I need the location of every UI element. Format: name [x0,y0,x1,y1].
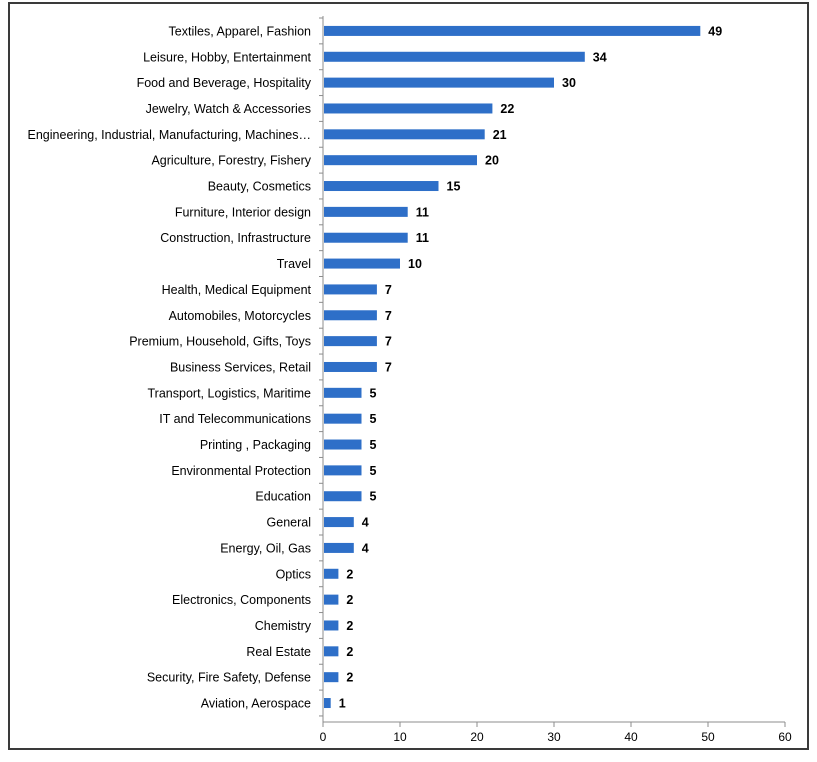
category-label: Electronics, Components [172,593,311,607]
category-label: Security, Fire Safety, Defense [147,671,311,685]
data-label: 34 [593,50,607,64]
bar [324,542,354,553]
data-label: 30 [562,76,576,90]
labels: 0 10 20 30 40 50 60 Textiles, Apparel, Fashion 4… [28,24,792,744]
bar [324,155,477,166]
data-label: 5 [370,412,377,426]
data-label: 2 [346,567,353,581]
category-label: Business Services, Retail [170,360,311,374]
bar [324,517,354,528]
data-label: 11 [416,205,429,219]
bar [324,465,362,476]
category-label: Furniture, Interior design [175,205,311,219]
category-label: Transport, Logistics, Maritime [148,386,312,400]
category-label: Food and Beverage, Hospitality [137,76,312,90]
x-tick-label: 60 [778,730,792,744]
category-label: Textiles, Apparel, Fashion [169,24,311,38]
data-label: 5 [370,438,377,452]
data-label: 21 [493,128,507,142]
x-tick-label: 20 [470,730,484,744]
bar [324,698,331,709]
category-label: Automobiles, Motorcycles [169,309,311,323]
bar [324,491,362,502]
bars [324,25,701,709]
category-label: Construction, Infrastructure [160,231,311,245]
chart-frame: 0 10 20 30 40 50 60 Textiles, Apparel, Fashion 4… [8,2,809,750]
x-tick-label: 0 [320,730,327,744]
bar [324,672,339,683]
bar [324,258,400,269]
data-label: 7 [385,360,392,374]
category-label: Leisure, Hobby, Entertainment [143,50,311,64]
bar [324,77,554,88]
x-tick-label: 30 [547,730,561,744]
bar [324,387,362,398]
data-label: 7 [385,283,392,297]
data-label: 7 [385,335,392,349]
data-label: 20 [485,154,499,168]
bar [324,232,408,243]
category-label: Jewelry, Watch & Accessories [146,102,311,116]
x-tick-label: 10 [393,730,407,744]
category-label: Premium, Household, Gifts, Toys [129,335,311,349]
category-label: Energy, Oil, Gas [220,541,311,555]
bar [324,25,701,36]
category-label: Environmental Protection [171,464,311,478]
category-label: General [267,516,311,530]
bar [324,413,362,424]
bar [324,439,362,450]
data-label: 4 [362,541,369,555]
category-label: Travel [277,257,311,271]
data-label: 2 [346,671,353,685]
axes [319,16,786,727]
data-label: 49 [708,24,722,38]
x-tick-label: 50 [701,730,715,744]
category-label: Health, Medical Equipment [162,283,312,297]
bar [324,361,377,372]
bar [324,646,339,657]
bar [324,594,339,605]
category-label: Agriculture, Forestry, Fishery [151,154,311,168]
data-label: 5 [370,464,377,478]
category-label: Chemistry [255,619,312,633]
bar-chart: 0 10 20 30 40 50 60 Textiles, Apparel, Fashion 4… [28,16,792,744]
bar [324,129,485,140]
category-label: Optics [276,567,311,581]
bar [324,51,585,62]
bar [324,310,377,321]
data-label: 2 [346,619,353,633]
bar [324,336,377,347]
data-label: 4 [362,516,369,530]
data-label: 2 [346,645,353,659]
data-label: 7 [385,309,392,323]
bar [324,568,339,579]
category-label: Printing , Packaging [200,438,311,452]
data-label: 22 [500,102,514,116]
data-label: 10 [408,257,422,271]
data-label: 15 [447,180,461,194]
data-label: 5 [370,386,377,400]
category-label: Beauty, Cosmetics [208,180,311,194]
category-label: Real Estate [246,645,311,659]
category-label: Aviation, Aerospace [201,697,311,711]
category-label: Engineering, Industrial, Manufacturing, … [28,128,311,142]
data-label: 5 [370,490,377,504]
bar [324,206,408,217]
data-label: 11 [416,231,429,245]
data-label: 2 [346,593,353,607]
category-label: IT and Telecommunications [159,412,311,426]
bar [324,103,493,114]
bar [324,620,339,631]
bar [324,284,377,295]
data-label: 1 [339,697,346,711]
x-tick-label: 40 [624,730,638,744]
bar [324,181,439,192]
category-label: Education [255,490,311,504]
